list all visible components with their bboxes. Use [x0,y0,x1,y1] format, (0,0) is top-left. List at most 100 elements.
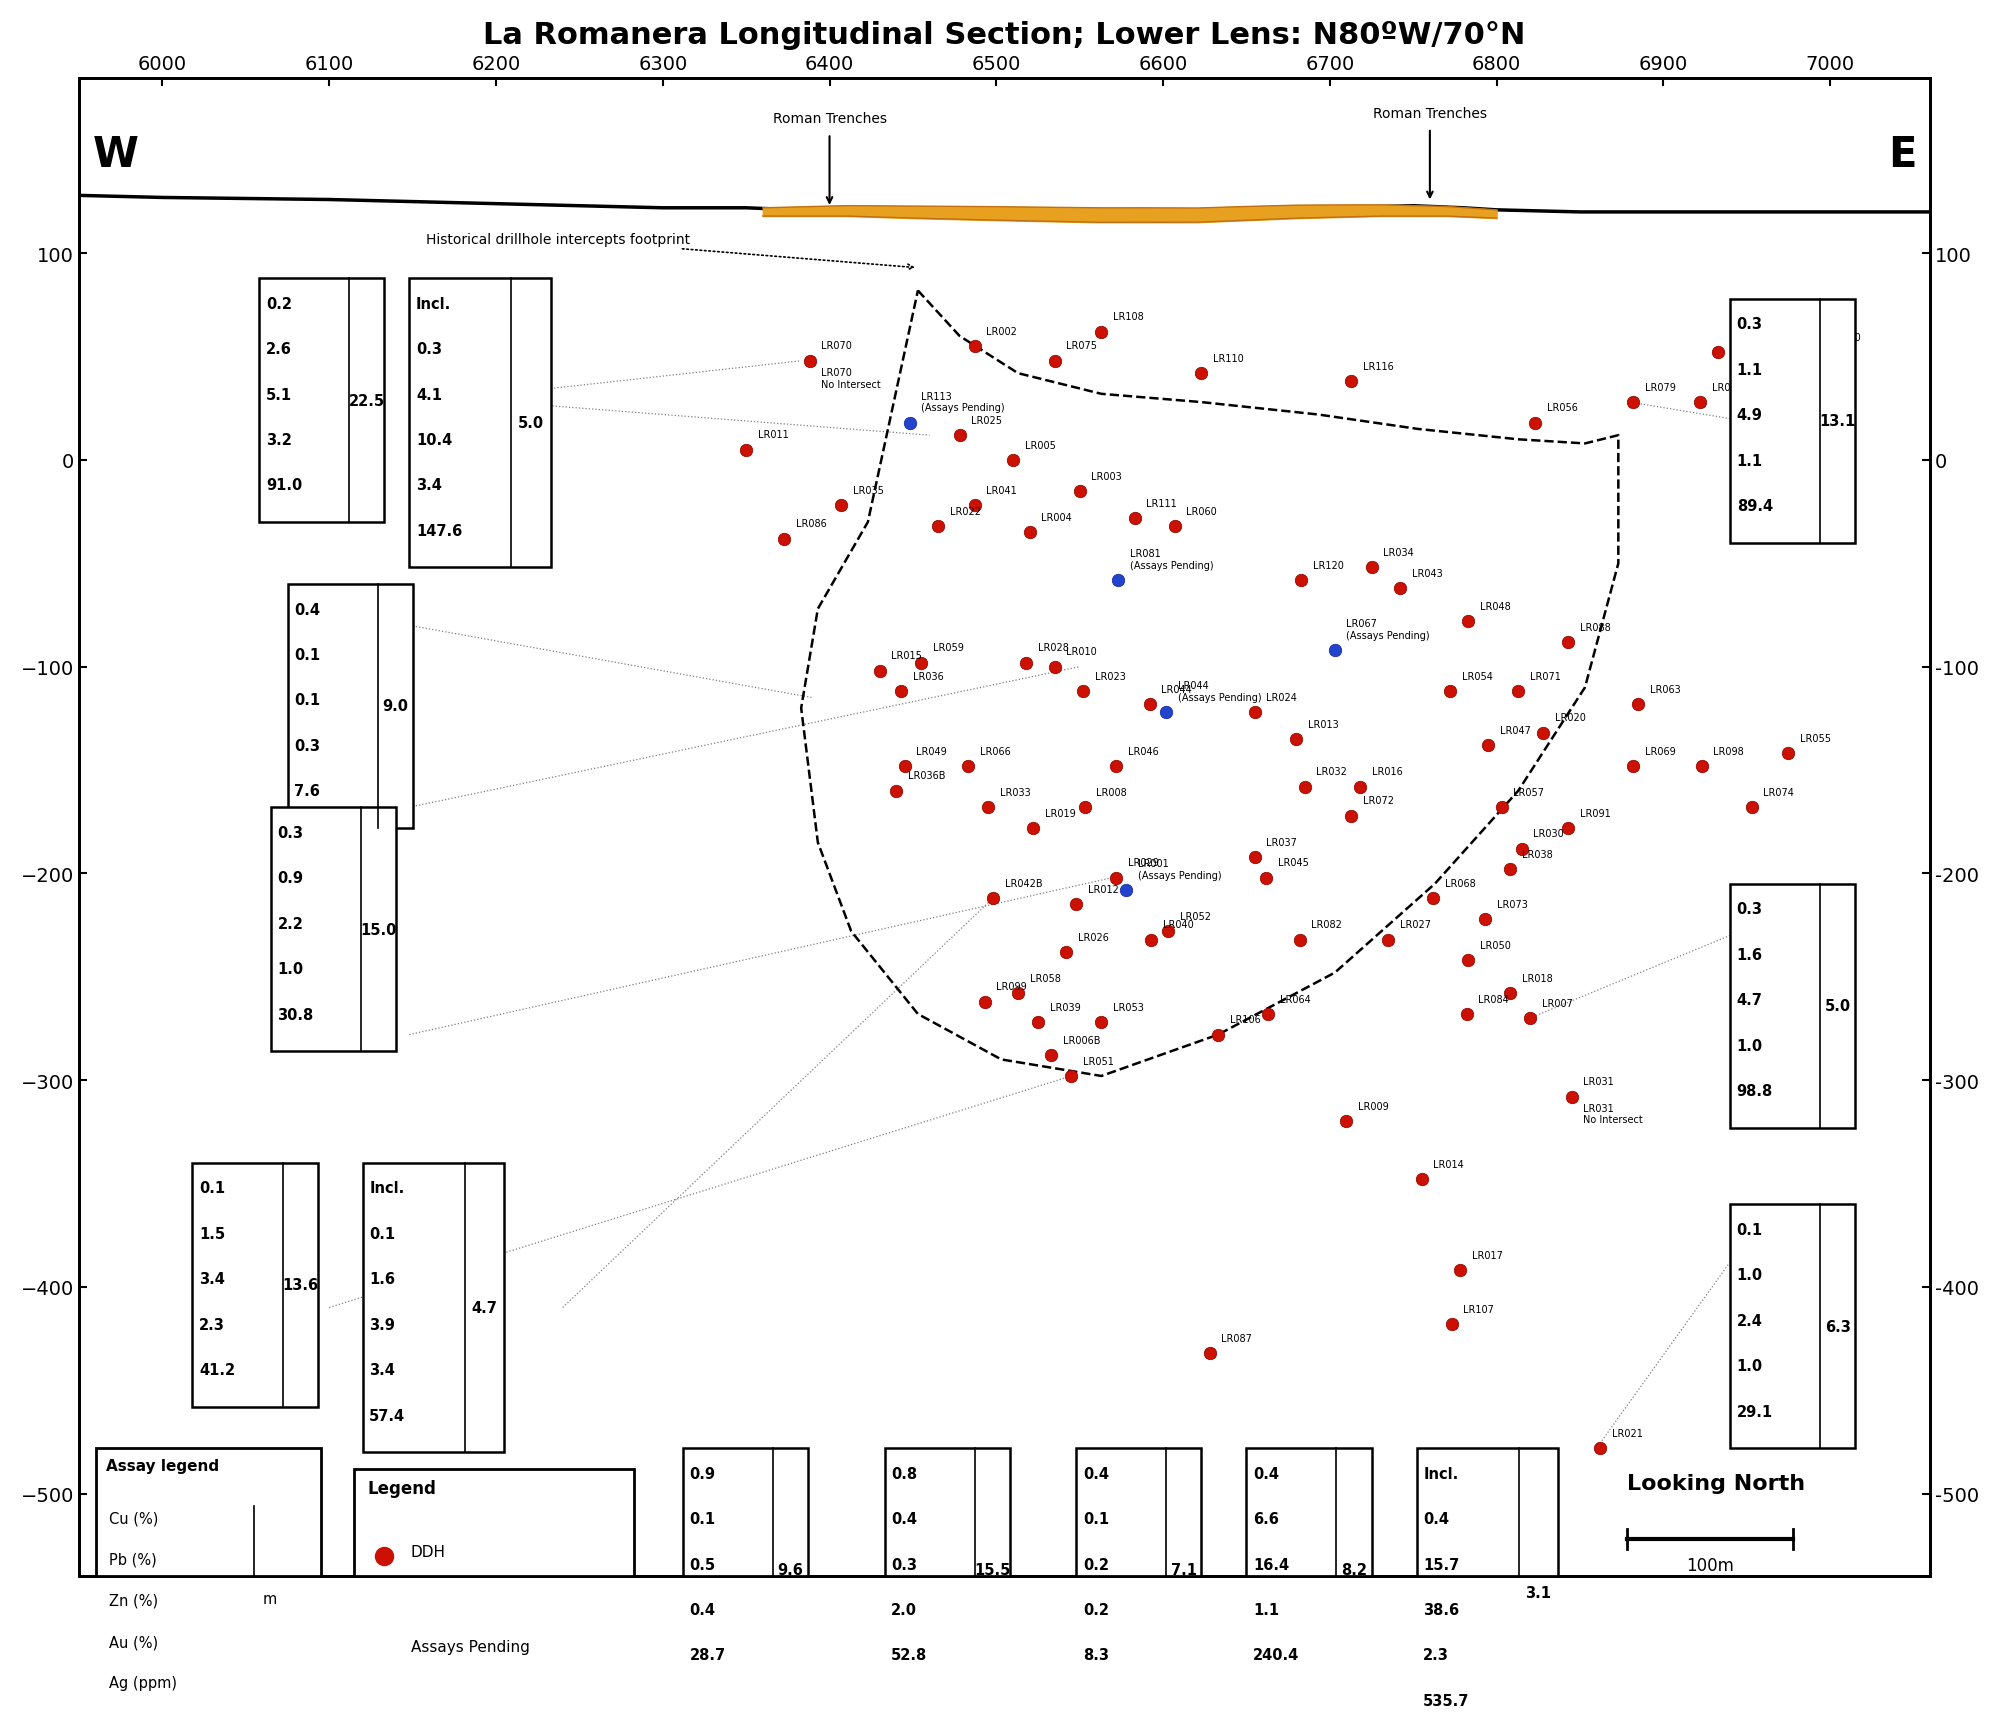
Text: LR029: LR029 [1128,857,1158,867]
Text: 1.1: 1.1 [1736,454,1762,468]
FancyBboxPatch shape [354,1469,634,1714]
Text: 16.4: 16.4 [1254,1556,1290,1572]
Text: LR012: LR012 [1088,884,1118,895]
Text: 0.1: 0.1 [294,692,320,708]
Text: 0.3: 0.3 [1736,902,1762,917]
Text: 0.4: 0.4 [1254,1465,1280,1481]
Text: 3.4: 3.4 [416,478,442,494]
Text: LR015: LR015 [892,651,922,662]
Text: LR014: LR014 [1434,1159,1464,1169]
Text: 9.6: 9.6 [778,1563,804,1577]
Text: Zn (%): Zn (%) [110,1592,158,1608]
Text: LR099: LR099 [996,982,1028,992]
Text: LR004: LR004 [1042,512,1072,523]
Text: 0.4: 0.4 [690,1603,716,1616]
Text: LR013: LR013 [1308,720,1338,728]
Text: LR057: LR057 [1514,787,1544,797]
Text: LR039: LR039 [1050,1003,1080,1013]
Text: 2.2: 2.2 [278,917,304,931]
Text: LR079: LR079 [1646,382,1676,393]
Text: LR116: LR116 [1364,362,1394,372]
Text: 1.6: 1.6 [370,1272,396,1287]
Text: 0.3: 0.3 [416,341,442,357]
Text: 1.0: 1.0 [1736,1039,1762,1052]
Text: LR069: LR069 [1646,746,1676,756]
Text: 0.1: 0.1 [1084,1512,1110,1525]
Text: LR071: LR071 [1530,672,1560,682]
Text: LR044
(Assays Pending): LR044 (Assays Pending) [1178,680,1262,703]
FancyBboxPatch shape [1076,1448,1202,1692]
Text: LR023: LR023 [1094,672,1126,682]
Text: LR048: LR048 [1480,602,1510,612]
Text: LR010: LR010 [1066,646,1098,656]
Text: 147.6: 147.6 [416,524,462,538]
Text: 5.0: 5.0 [518,417,544,430]
Text: 0.2: 0.2 [1084,1556,1110,1572]
Text: 98.8: 98.8 [1736,1083,1772,1099]
Text: LR075: LR075 [1066,341,1098,351]
Text: LR056: LR056 [1546,403,1578,413]
Text: 7.1: 7.1 [1170,1563,1196,1577]
Text: 0.3: 0.3 [1736,317,1762,333]
Text: DDH: DDH [410,1544,446,1560]
Text: Roman Trenches: Roman Trenches [1372,106,1486,120]
FancyBboxPatch shape [96,1448,320,1714]
Text: LR020: LR020 [1554,713,1586,723]
Text: LR070
No Intersect: LR070 No Intersect [822,369,880,389]
Text: 1.1: 1.1 [1254,1603,1280,1616]
Text: LR051: LR051 [1084,1056,1114,1066]
Text: LR044: LR044 [1162,684,1192,694]
Text: 0.3: 0.3 [892,1556,918,1572]
Text: LR061: LR061 [1730,333,1760,343]
Text: LR021: LR021 [1612,1428,1642,1438]
Text: 2.3: 2.3 [200,1316,226,1332]
Text: LR066: LR066 [980,746,1010,756]
Text: Incl.: Incl. [370,1181,404,1196]
Text: Au (%): Au (%) [110,1633,158,1649]
Text: LR080: LR080 [1830,333,1860,343]
Text: LR040: LR040 [1164,920,1194,929]
Text: Cu (%): Cu (%) [110,1510,158,1525]
Text: LR026: LR026 [1078,932,1108,943]
Text: LR088: LR088 [1580,622,1610,632]
Text: 91.0: 91.0 [266,478,302,494]
Text: LR001
(Assays Pending): LR001 (Assays Pending) [1138,859,1222,879]
Text: 1.6: 1.6 [1736,948,1762,962]
Text: LR025: LR025 [972,415,1002,425]
Text: 5.1: 5.1 [266,387,292,403]
Text: 1.5: 1.5 [200,1226,226,1241]
Text: 0.1: 0.1 [200,1181,226,1196]
Text: 2.4: 2.4 [1736,1313,1762,1328]
Text: LR027: LR027 [1400,920,1430,929]
Text: 15.0: 15.0 [360,922,396,938]
Text: LR055: LR055 [1800,734,1832,744]
Text: LR068: LR068 [1444,878,1476,888]
FancyBboxPatch shape [288,584,412,828]
Text: LR053: LR053 [1114,1003,1144,1013]
Text: LR031
No Intersect: LR031 No Intersect [1584,1104,1644,1124]
Text: LR063: LR063 [1650,684,1680,694]
Text: 0.3: 0.3 [278,824,304,840]
Text: 4.7: 4.7 [472,1301,498,1315]
Text: LR046: LR046 [1128,746,1158,756]
Text: 28.7: 28.7 [690,1647,726,1663]
Text: 0.8: 0.8 [892,1465,918,1481]
Text: 4.7: 4.7 [1736,992,1762,1008]
Text: LR031: LR031 [1584,1076,1614,1087]
Text: 6.6: 6.6 [1254,1512,1278,1525]
Text: LR111: LR111 [1146,499,1178,509]
Text: Incl.: Incl. [1424,1465,1458,1481]
Text: W: W [92,134,138,177]
Text: Looking North: Looking North [1626,1472,1804,1493]
Text: LR036B: LR036B [908,771,946,782]
Text: LR032: LR032 [1316,766,1348,776]
Text: LR038: LR038 [1522,850,1552,859]
Text: 38.6: 38.6 [1424,1603,1460,1616]
FancyBboxPatch shape [260,279,384,523]
FancyBboxPatch shape [270,807,396,1052]
Text: LR043: LR043 [1412,569,1442,578]
FancyBboxPatch shape [192,1164,318,1407]
Text: 52.8: 52.8 [892,1647,928,1663]
Text: 13.6: 13.6 [282,1277,318,1292]
Text: LR019: LR019 [1044,807,1076,818]
